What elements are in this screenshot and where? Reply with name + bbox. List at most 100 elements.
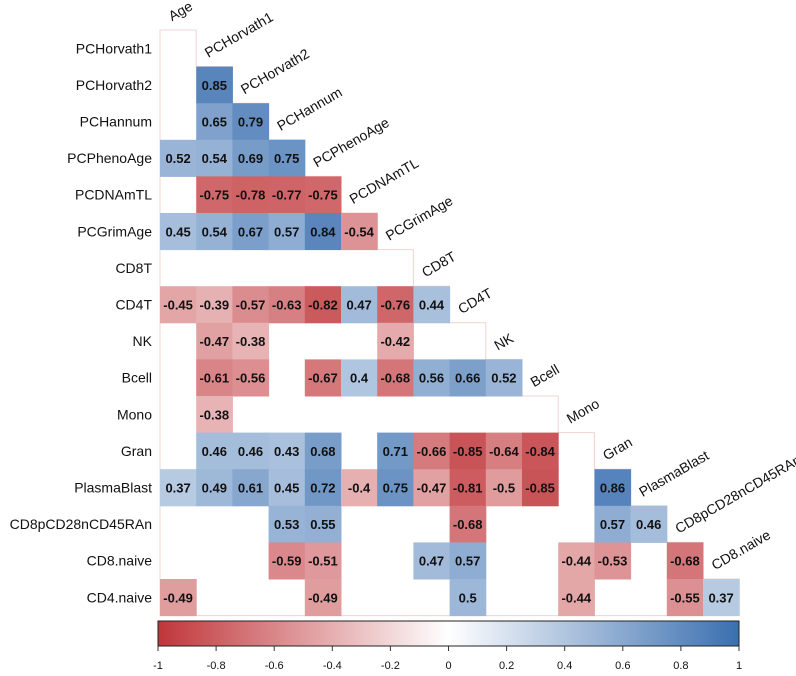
cell-value: -0.54 — [344, 224, 374, 239]
cell-value: 0.54 — [202, 151, 228, 166]
cell-value: 0.79 — [238, 115, 263, 130]
heatmap-cell — [413, 469, 451, 507]
column-label: CD8.naive — [709, 526, 774, 573]
heatmap-cell — [594, 505, 632, 543]
cell-value: -0.38 — [236, 334, 266, 349]
heatmap-cell — [413, 432, 451, 470]
cell-value: -0.57 — [236, 298, 266, 313]
heatmap-cell — [160, 139, 197, 177]
cell-value: 0.45 — [274, 481, 299, 496]
cell-value: -0.45 — [163, 298, 193, 313]
cell-value: 0.54 — [202, 224, 228, 239]
cell-value: -0.85 — [453, 444, 483, 459]
heatmap-cell — [160, 469, 197, 507]
heatmap-cell — [449, 579, 487, 617]
heatmap-cell — [232, 286, 270, 324]
heatmap-cell — [666, 579, 704, 617]
heatmap-cell — [196, 322, 233, 360]
column-label: Mono — [564, 395, 603, 426]
heatmap-cell — [268, 286, 306, 324]
heatmap-cell — [268, 542, 306, 580]
column-label: PCGrimAge — [383, 192, 456, 243]
heatmap-cell — [377, 432, 414, 470]
row-label: NK — [133, 333, 153, 349]
colorbar-tick-label: -0.2 — [381, 660, 400, 672]
heatmap-cell — [377, 469, 414, 507]
cell-value: -0.75 — [199, 188, 229, 203]
cell-value: 0.52 — [165, 151, 190, 166]
cell-value: -0.56 — [236, 371, 266, 386]
column-label: PlasmaBlast — [636, 447, 711, 500]
cell-value: 0.57 — [274, 224, 299, 239]
heatmap-cell — [485, 359, 523, 397]
heatmap-cell — [232, 359, 270, 397]
heatmap-cell — [304, 213, 342, 251]
cell-value: 0.47 — [346, 298, 371, 313]
colorbar-tick-label: -1 — [153, 660, 163, 672]
cell-value: -0.38 — [199, 407, 229, 422]
row-label: PlasmaBlast — [74, 480, 152, 496]
cell-value-labels: 0.85 0.65 0.79 0.52 0.54 0.69 0.75 -0.75 -0.78 -0… — [163, 78, 733, 605]
cell-value: -0.82 — [308, 298, 338, 313]
cell-value: -0.44 — [561, 554, 591, 569]
heatmap-cell — [268, 176, 306, 214]
heatmap-cell — [268, 213, 306, 251]
matrix-cells — [160, 66, 740, 617]
cell-value: -0.42 — [380, 334, 410, 349]
cell-value: -0.49 — [163, 590, 193, 605]
heatmap-cell — [449, 432, 487, 470]
cell-value: 0.71 — [383, 444, 408, 459]
heatmap-cell — [558, 542, 595, 580]
colorbar-tick-label: 0.2 — [499, 660, 514, 672]
cell-value: 0.57 — [600, 517, 625, 532]
heatmap-cell — [196, 139, 233, 177]
column-label: NK — [491, 329, 516, 353]
cell-value: 0.43 — [274, 444, 299, 459]
cell-value: 0.67 — [238, 224, 263, 239]
colorbar-tick-label: 0.4 — [557, 660, 572, 672]
cell-value: -0.51 — [308, 554, 338, 569]
cell-value: 0.47 — [419, 554, 444, 569]
cell-value: 0.57 — [455, 554, 480, 569]
row-label: CD8.naive — [87, 553, 153, 569]
heatmap-cell — [232, 103, 270, 141]
cell-value: 0.46 — [202, 444, 227, 459]
column-label: PCHannum — [274, 84, 345, 134]
heatmap-cell — [268, 139, 306, 177]
heatmap-cell — [160, 213, 197, 251]
cell-value: -0.63 — [272, 298, 302, 313]
cell-value: -0.66 — [417, 444, 447, 459]
heatmap-cell — [449, 542, 487, 580]
heatmap-cell — [196, 359, 233, 397]
heatmap-cell — [449, 359, 487, 397]
cell-value: 0.37 — [165, 481, 190, 496]
heatmap-cell — [522, 432, 559, 470]
cell-value: -0.68 — [670, 554, 700, 569]
heatmap-cell — [558, 579, 595, 617]
cell-value: -0.75 — [308, 188, 338, 203]
colorbar-tick-label: 1 — [736, 660, 742, 672]
row-label: PCDNAmTL — [75, 187, 152, 203]
cell-value: -0.85 — [525, 481, 555, 496]
heatmap-cell — [196, 103, 233, 141]
cell-value: -0.53 — [598, 554, 628, 569]
cell-value: 0.37 — [708, 590, 733, 605]
heatmap-cell — [304, 176, 342, 214]
heatmap-cell — [196, 469, 233, 507]
heatmap-cell — [160, 579, 197, 617]
heatmap-cell — [304, 432, 342, 470]
row-label: CD8T — [115, 260, 152, 276]
cell-value: -0.76 — [380, 298, 410, 313]
cell-value: 0.86 — [600, 481, 625, 496]
heatmap-cell — [232, 139, 270, 177]
cell-value: 0.56 — [419, 371, 444, 386]
cell-value: -0.61 — [199, 371, 229, 386]
heatmap-cell — [341, 213, 378, 251]
heatmap-cell — [703, 579, 740, 617]
heatmap-cell — [196, 396, 233, 434]
heatmap-cell — [304, 359, 342, 397]
colorbar-tick-label: -0.4 — [323, 660, 342, 672]
cell-value: -0.39 — [199, 298, 229, 313]
column-label: Gran — [600, 434, 635, 463]
